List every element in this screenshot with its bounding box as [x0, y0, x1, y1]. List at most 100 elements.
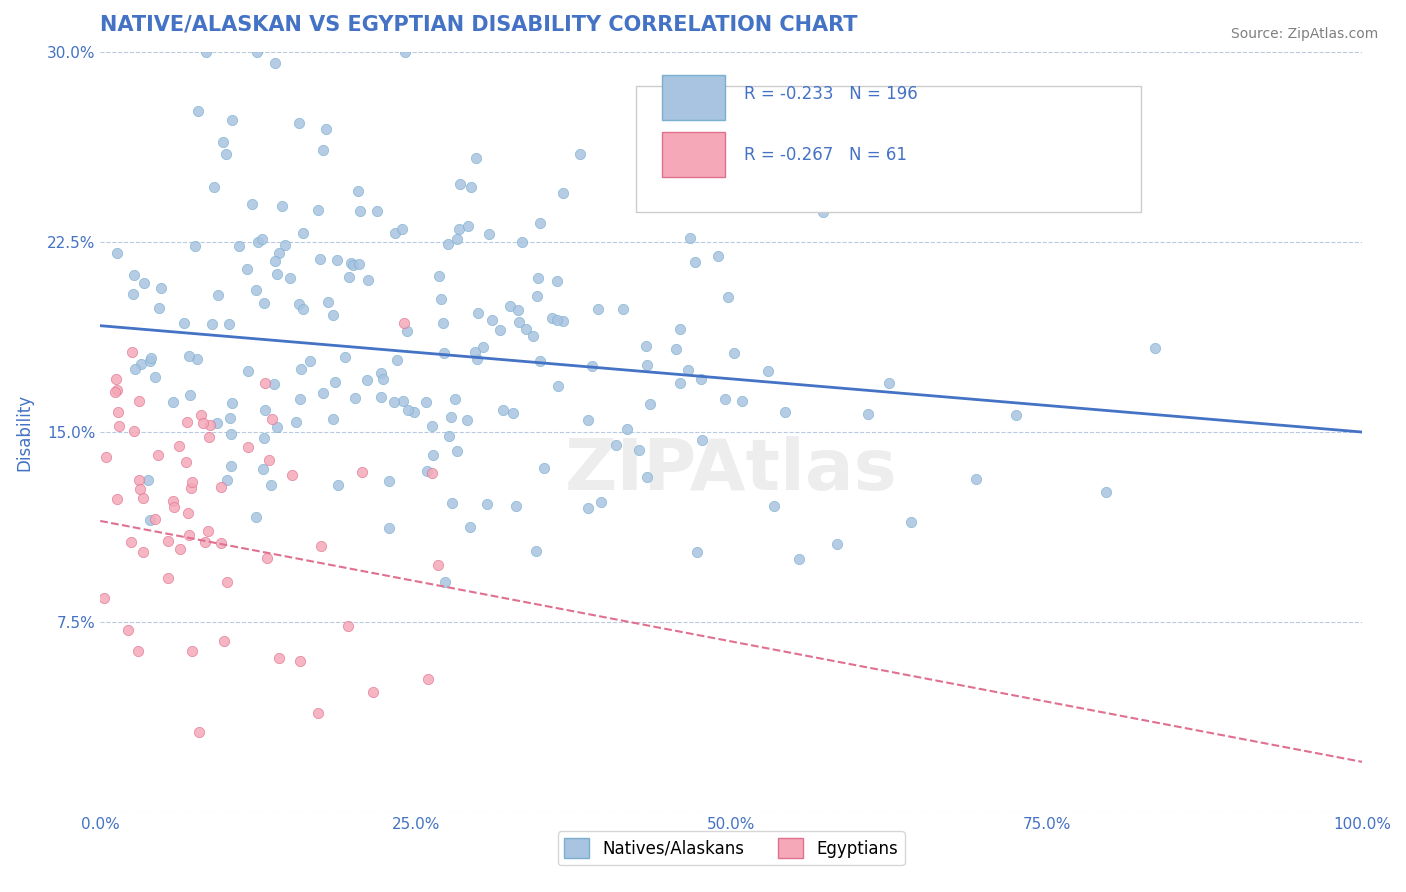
Point — [492, 403, 515, 417]
Point — [333, 351, 356, 365]
Point — [179, 388, 201, 402]
Point — [245, 510, 267, 524]
Point — [181, 475, 204, 490]
Point — [378, 474, 401, 488]
Point — [267, 246, 290, 260]
Point — [157, 534, 180, 549]
Point — [437, 429, 460, 443]
Point — [184, 239, 207, 253]
Point — [446, 232, 468, 246]
Point — [298, 354, 321, 368]
Point — [128, 644, 150, 658]
Point — [576, 500, 599, 515]
Point — [343, 392, 366, 406]
Point — [209, 536, 232, 550]
Point — [391, 394, 413, 409]
Point — [763, 500, 786, 514]
Point — [707, 249, 730, 263]
Point — [679, 230, 702, 244]
Point — [444, 392, 467, 406]
Point — [825, 537, 848, 551]
Point — [382, 395, 405, 409]
Point — [591, 495, 613, 509]
Point — [373, 372, 395, 386]
Point — [568, 146, 591, 161]
Point — [391, 221, 413, 235]
Point — [291, 301, 314, 316]
Point — [187, 104, 209, 119]
Point — [177, 528, 200, 542]
Point — [690, 372, 713, 386]
Point — [576, 413, 599, 427]
Point — [553, 314, 575, 328]
Point — [426, 558, 449, 573]
Point — [162, 494, 184, 508]
Point — [458, 520, 481, 534]
Point — [756, 364, 779, 378]
Text: R = -0.233   N = 196: R = -0.233 N = 196 — [744, 85, 918, 103]
Text: Source: ZipAtlas.com: Source: ZipAtlas.com — [1230, 27, 1378, 41]
Point — [162, 500, 184, 514]
Y-axis label: Disability: Disability — [15, 393, 32, 471]
Point — [692, 433, 714, 447]
Point — [122, 287, 145, 301]
Point — [540, 310, 562, 325]
Point — [322, 412, 344, 426]
Point — [129, 357, 152, 371]
Point — [217, 574, 239, 589]
Point — [471, 340, 494, 354]
Point — [94, 450, 117, 465]
Point — [370, 366, 392, 380]
Point — [201, 317, 224, 331]
Point — [238, 364, 260, 378]
Point — [612, 302, 634, 317]
FancyBboxPatch shape — [662, 132, 725, 178]
Point — [219, 410, 242, 425]
Point — [122, 268, 145, 283]
Point — [499, 299, 522, 313]
Point — [731, 393, 754, 408]
Point — [616, 422, 638, 436]
Point — [254, 403, 277, 417]
Point — [1005, 408, 1028, 422]
Point — [290, 362, 312, 376]
Point — [533, 460, 555, 475]
Point — [121, 344, 143, 359]
Point — [349, 204, 371, 219]
Point — [505, 500, 527, 514]
Point — [326, 252, 349, 267]
Text: ZIPAtlas: ZIPAtlas — [565, 435, 897, 505]
Point — [177, 506, 200, 520]
Point — [337, 619, 360, 633]
Point — [309, 252, 332, 267]
Point — [162, 395, 184, 409]
FancyBboxPatch shape — [637, 86, 1142, 211]
Point — [312, 385, 335, 400]
Point — [253, 431, 276, 445]
Point — [527, 270, 550, 285]
Point — [215, 147, 238, 161]
Point — [350, 465, 373, 479]
Point — [714, 392, 737, 406]
Point — [219, 427, 242, 442]
Point — [120, 535, 142, 549]
Point — [105, 372, 128, 386]
Point — [1095, 484, 1118, 499]
Point — [190, 408, 212, 422]
Point — [385, 353, 408, 368]
Point — [143, 512, 166, 526]
Point — [478, 227, 501, 241]
Point — [198, 418, 221, 433]
Point — [221, 112, 243, 127]
Point — [146, 448, 169, 462]
Point — [264, 254, 287, 268]
Point — [502, 405, 524, 419]
Point — [181, 643, 204, 657]
Point — [467, 306, 489, 320]
Point — [312, 144, 335, 158]
Point — [628, 443, 651, 458]
Point — [337, 270, 360, 285]
Point — [267, 650, 290, 665]
Point — [292, 226, 315, 240]
Point — [475, 497, 498, 511]
